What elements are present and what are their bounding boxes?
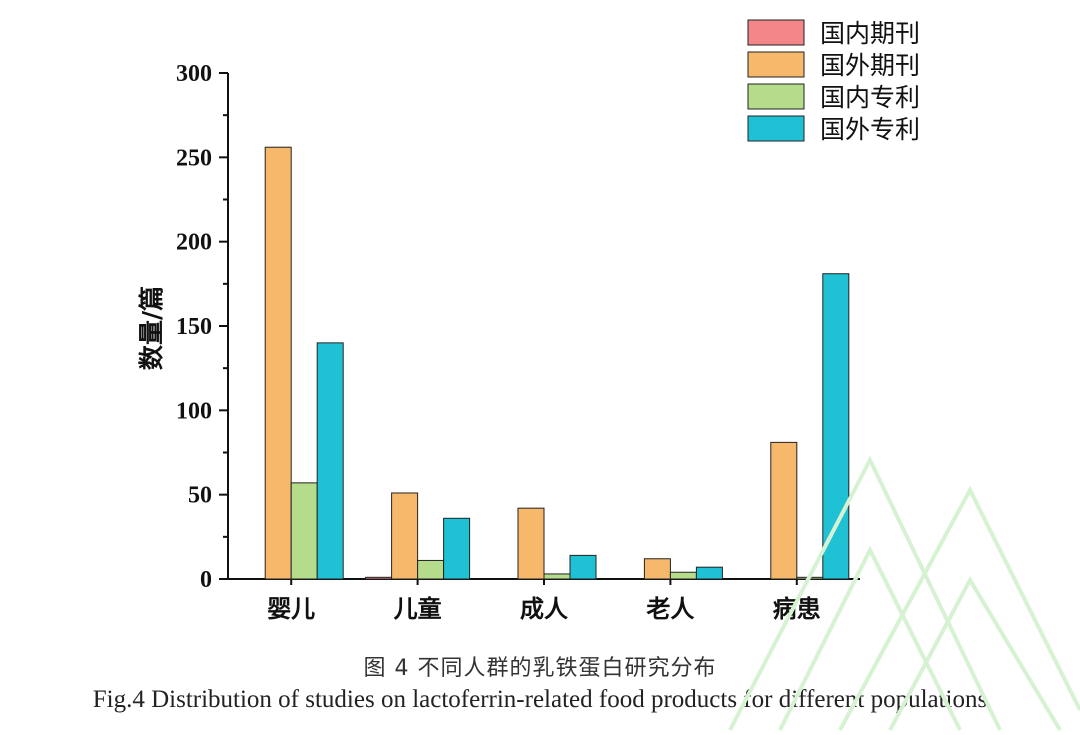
bar-3-2 <box>417 559 445 580</box>
legend-label: 国内期刊 <box>820 19 920 48</box>
bar-4-4 <box>695 566 723 580</box>
watermark-logo <box>728 455 1080 732</box>
bar-4-2 <box>443 517 471 580</box>
legend-label: 国外期刊 <box>820 51 920 80</box>
y-tick-label: 0 <box>200 567 212 593</box>
bar-2-4 <box>643 558 671 580</box>
legend-label: 国外专利 <box>820 115 920 144</box>
y-tick-label: 150 <box>176 314 212 340</box>
y-tick-label: 50 <box>188 483 212 509</box>
bar-4-3 <box>569 554 597 580</box>
bars-group <box>264 146 850 580</box>
bar-2-5 <box>770 441 798 580</box>
legend-swatch <box>747 83 805 110</box>
legend-swatch <box>747 19 805 46</box>
bar-3-3 <box>543 573 571 580</box>
figure-caption-english: Fig.4 Distribution of studies on lactofe… <box>92 686 988 713</box>
bar-3-4 <box>669 571 697 580</box>
category-label: 成人 <box>520 595 568 623</box>
bar-2-2 <box>391 492 419 580</box>
category-label: 婴儿 <box>267 595 315 623</box>
y-tick-label: 300 <box>176 61 212 87</box>
y-tick-label: 200 <box>176 230 212 256</box>
figure-caption-chinese: 图 4 不同人群的乳铁蛋白研究分布 <box>363 656 717 681</box>
category-label: 老人 <box>646 595 694 623</box>
bar-2-3 <box>517 507 545 580</box>
bar-3-1 <box>290 482 318 580</box>
category-labels: 婴儿 儿童 成人 老人 病患 <box>267 595 821 623</box>
legend-swatch <box>747 115 805 142</box>
category-label: 儿童 <box>394 595 442 623</box>
legend-swatch <box>747 51 805 78</box>
y-axis: 0 50 100 150 200 250 300 <box>176 61 229 593</box>
bar-1-2 <box>365 576 393 580</box>
y-tick-label: 100 <box>176 398 212 424</box>
bar-2-1 <box>264 146 292 580</box>
legend-label: 国内专利 <box>820 83 920 112</box>
y-tick-label: 250 <box>176 145 212 171</box>
bar-4-1 <box>316 342 344 580</box>
y-axis-label: 数量/篇 <box>137 286 166 370</box>
